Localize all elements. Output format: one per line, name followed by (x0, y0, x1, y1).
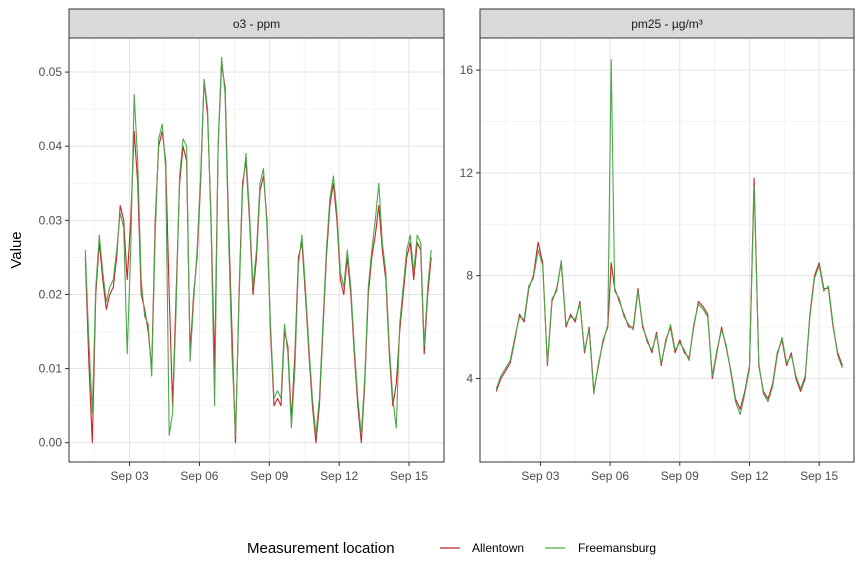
panel-o3-x-tick-label: Sep 12 (320, 469, 358, 483)
panel-pm25-series-freemansburg (495, 59, 843, 416)
panel-o3-title: o3 - ppm (233, 17, 280, 31)
legend-label-freemansburg: Freemansburg (578, 541, 656, 555)
legend-label-allentown: Allentown (472, 541, 524, 555)
panel-o3: o3 - ppm 0.00 0.01 0.02 0.03 0.04 0.05 Sep 03… (39, 8, 445, 483)
panel-o3-x-tick-label: Sep 15 (390, 469, 428, 483)
panel-o3-x-tick-label: Sep 06 (180, 469, 218, 483)
panel-pm25-y-axis: 4 8 12 16 (460, 63, 480, 385)
legend: Measurement location Allentown Freemansb… (247, 540, 656, 557)
panel-pm25-x-tick-label: Sep 09 (661, 469, 699, 483)
panel-o3-border (68, 37, 445, 463)
panel-pm25-y-tick-label: 4 (466, 371, 473, 385)
panel-pm25-title: pm25 - µg/m³ (631, 17, 703, 31)
panel-pm25-border (479, 37, 855, 463)
legend-title: Measurement location (247, 540, 395, 557)
panel-o3-y-tick-label: 0.03 (39, 213, 63, 227)
panel-pm25-x-tick-label: Sep 15 (800, 469, 838, 483)
panel-o3-y-tick-label: 0.04 (39, 139, 63, 153)
panel-pm25-x-axis: Sep 03 Sep 06 Sep 09 Sep 12 Sep 15 (521, 462, 838, 483)
panel-o3-y-axis: 0.00 0.01 0.02 0.03 0.04 0.05 (39, 65, 69, 450)
panel-o3-grid (69, 38, 444, 462)
panel-o3-y-tick-label: 0.05 (39, 65, 63, 79)
panel-pm25-series (495, 59, 843, 416)
panel-pm25-background (480, 38, 854, 462)
panel-pm25-x-tick-label: Sep 12 (730, 469, 768, 483)
panel-o3-y-tick-label: 0.01 (39, 362, 63, 376)
panel-o3-series-freemansburg (84, 56, 432, 436)
panel-pm25-y-tick-label: 16 (460, 63, 474, 77)
panel-o3-x-axis: Sep 03 Sep 06 Sep 09 Sep 12 Sep 15 (111, 462, 428, 483)
panel-pm25-x-tick-label: Sep 06 (591, 469, 629, 483)
panel-pm25-y-tick-label: 8 (466, 269, 473, 283)
panel-o3-x-tick-label: Sep 09 (250, 469, 288, 483)
panel-o3-series (84, 56, 432, 444)
panel-o3-y-tick-label: 0.02 (39, 287, 63, 301)
panel-o3-y-tick-label: 0.00 (39, 436, 63, 450)
panel-o3-x-tick-label: Sep 03 (111, 469, 149, 483)
panel-pm25-y-tick-label: 12 (460, 166, 474, 180)
panel-o3-strip (68, 8, 445, 39)
panel-pm25-x-tick-label: Sep 03 (521, 469, 559, 483)
y-axis-title: Value (8, 231, 25, 268)
